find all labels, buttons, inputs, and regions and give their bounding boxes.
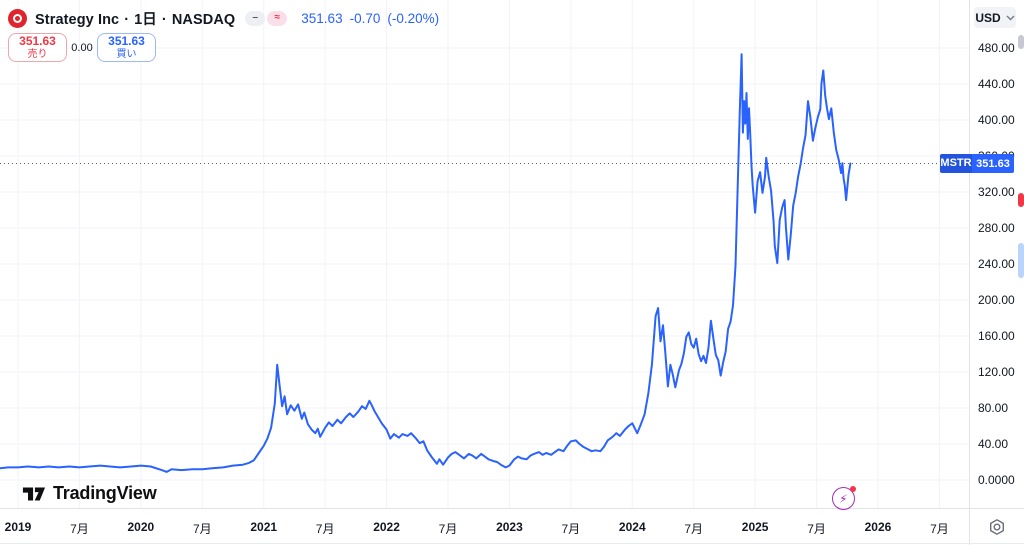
sell-label: 売り bbox=[27, 48, 48, 60]
current-price-badge: MSTR 351.63 bbox=[940, 154, 1014, 174]
tradingview-logo[interactable]: TradingView bbox=[22, 483, 157, 504]
strategy-logo-icon bbox=[8, 8, 27, 28]
price-axis-separator bbox=[969, 0, 970, 545]
price-tick-label: 480.00 bbox=[978, 41, 1015, 55]
market-closed-icon: – bbox=[245, 10, 266, 26]
time-tick-label: 7月 bbox=[561, 522, 581, 536]
time-axis-separator bbox=[0, 508, 1024, 509]
time-tick-label: 2019 bbox=[4, 520, 32, 534]
last-price: 351.63 bbox=[301, 10, 343, 26]
exchange-label: NASDAQ bbox=[171, 11, 236, 28]
sell-button[interactable]: 351.63 売り bbox=[8, 33, 67, 62]
delayed-data-icon: ≈ bbox=[267, 10, 288, 26]
time-tick-label: 2022 bbox=[373, 520, 400, 534]
time-tick-label: 7月 bbox=[315, 522, 335, 536]
currency-selector[interactable]: USD bbox=[974, 7, 1016, 28]
price-tick-label: 280.00 bbox=[978, 221, 1015, 235]
buy-price: 351.63 bbox=[108, 33, 145, 48]
market-status-icons: – ≈ bbox=[245, 10, 288, 26]
notification-dot bbox=[850, 486, 856, 492]
time-tick-label: 7月 bbox=[684, 522, 704, 536]
badge-symbol: MSTR bbox=[940, 154, 972, 174]
price-tick-label: 120.00 bbox=[978, 365, 1015, 379]
time-tick-label: 7月 bbox=[807, 522, 826, 536]
price-tick-label: 80.00 bbox=[978, 401, 1009, 415]
price-tick-label: 160.00 bbox=[978, 329, 1015, 343]
price-tick-label: 200.00 bbox=[978, 293, 1015, 307]
bottom-border bbox=[0, 543, 1024, 544]
price-tick-label: 0.0000 bbox=[978, 473, 1015, 487]
tradingview-wordmark: TradingView bbox=[53, 483, 157, 503]
buy-sell-panel: 351.63 売り 0.00 351.63 買い bbox=[8, 33, 156, 62]
chevron-down-icon bbox=[1006, 15, 1015, 20]
interval-label: 1日 bbox=[134, 11, 157, 28]
price-change: -0.70 bbox=[349, 10, 381, 26]
buy-label: 買い bbox=[116, 48, 137, 60]
time-tick-label: 7月 bbox=[438, 522, 458, 536]
symbol-name: Strategy Inc bbox=[35, 11, 120, 28]
time-tick-label: 2026 bbox=[864, 520, 892, 534]
flash-ideas-icon[interactable]: ⚡ bbox=[832, 486, 856, 510]
tradingview-icon bbox=[22, 487, 46, 500]
symbol-title[interactable]: Strategy Inc · 1日 · NASDAQ bbox=[35, 11, 236, 28]
price-change-percent: (-0.20%) bbox=[387, 10, 440, 26]
time-tick-label: 2025 bbox=[741, 520, 769, 534]
scroll-marker-blue bbox=[1018, 243, 1024, 278]
spread-value: 0.00 bbox=[71, 41, 93, 54]
price-tick-label: 320.00 bbox=[978, 185, 1015, 199]
time-tick-label: 2020 bbox=[127, 520, 155, 534]
time-tick-label: 2021 bbox=[250, 520, 278, 534]
time-tick-label: 7月 bbox=[192, 522, 212, 536]
settings-gear-icon[interactable] bbox=[988, 518, 1006, 536]
badge-price: 351.63 bbox=[976, 157, 1010, 170]
sell-price: 351.63 bbox=[19, 33, 56, 48]
scroll-marker-grey bbox=[1018, 35, 1024, 49]
time-tick-label: 2024 bbox=[618, 520, 646, 534]
time-tick-label: 7月 bbox=[70, 522, 89, 536]
buy-button[interactable]: 351.63 買い bbox=[97, 33, 156, 62]
price-tick-label: 240.00 bbox=[978, 257, 1015, 271]
price-tick-label: 400.00 bbox=[978, 113, 1015, 127]
symbol-header: Strategy Inc · 1日 · NASDAQ – ≈ 351.63 -0.70 … bbox=[8, 7, 439, 29]
time-tick-label: 7月 bbox=[930, 522, 949, 536]
quote-values: 351.63 -0.70 (-0.20%) bbox=[301, 11, 439, 26]
currency-label: USD bbox=[975, 10, 1001, 25]
price-tick-label: 40.00 bbox=[978, 437, 1009, 451]
scroll-marker-red bbox=[1018, 193, 1024, 207]
price-tick-label: 440.00 bbox=[978, 77, 1015, 91]
time-tick-label: 2023 bbox=[496, 520, 523, 534]
